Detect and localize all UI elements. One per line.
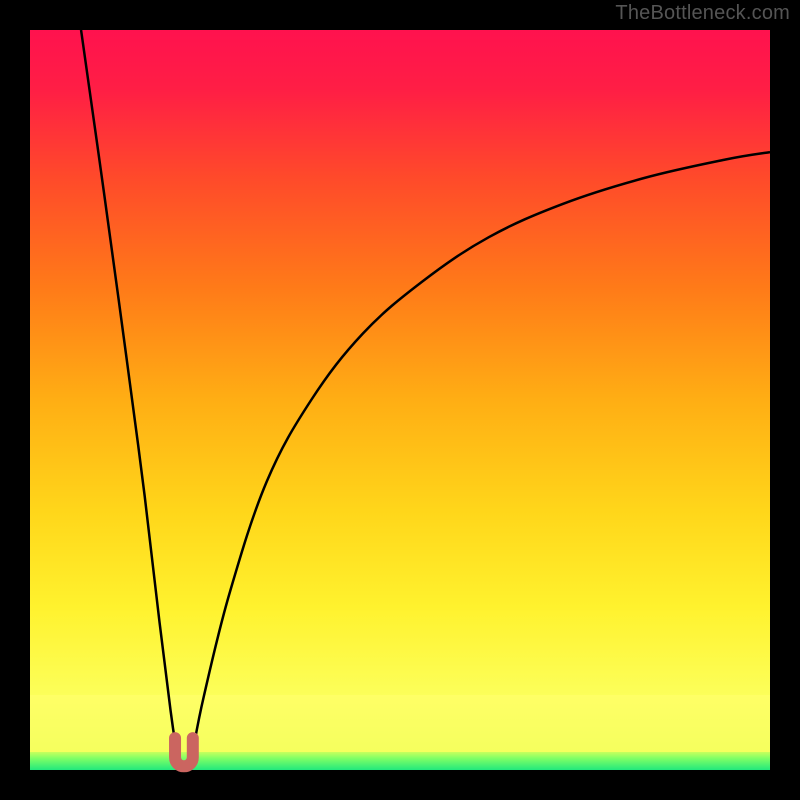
chart-container: TheBottleneck.com [0,0,800,800]
right-curve [193,152,770,751]
bottleneck-curve-svg [0,0,800,800]
optimum-marker [175,738,193,766]
left-curve [81,30,176,752]
watermark-text: TheBottleneck.com [615,2,790,25]
